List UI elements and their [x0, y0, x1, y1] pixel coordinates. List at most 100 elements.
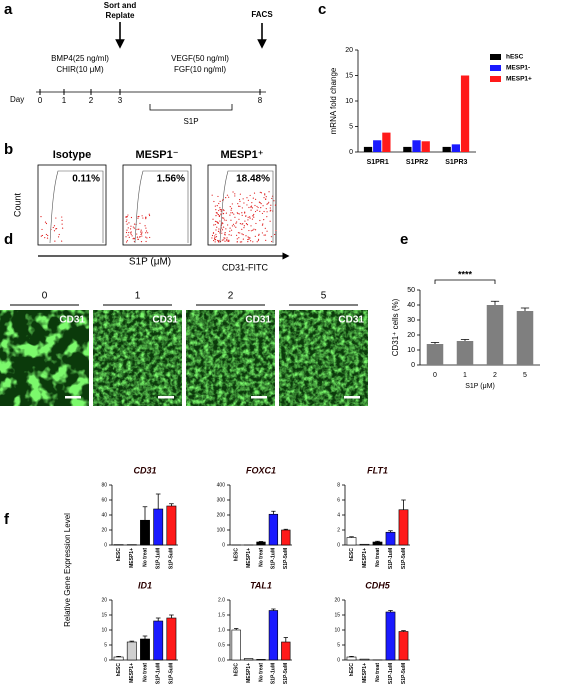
flow-event [236, 241, 238, 243]
flow-event [224, 237, 226, 239]
stain-label: CD31 [59, 315, 85, 326]
micrograph [0, 310, 89, 406]
flow-plot [207, 164, 277, 246]
flow-event [247, 219, 249, 221]
bar [426, 344, 444, 365]
flow-event [269, 207, 271, 209]
bar [516, 311, 534, 365]
panel-label: d [4, 231, 13, 248]
flow-event [218, 202, 220, 205]
flow-event [265, 208, 267, 210]
flow-event [243, 202, 245, 204]
day-label: 0 [38, 96, 43, 105]
flow-event [250, 230, 252, 232]
flow-event [44, 237, 46, 239]
flow-event [262, 223, 264, 225]
legend-swatch [490, 76, 501, 82]
stage-text: VEGF(50 ng/ml) [171, 54, 229, 63]
x-tick-label: S1P-5uM [401, 663, 407, 684]
panel-label: a [4, 1, 13, 18]
micro-title: S1P (μM) [129, 257, 171, 268]
flow-event [275, 229, 277, 232]
flow-event [221, 229, 224, 231]
flow-event [225, 197, 227, 199]
flow-event [265, 196, 267, 198]
y-axis-label: CD31⁺ cells (%) [391, 298, 400, 356]
y-tick-label: 0 [337, 657, 340, 663]
y-tick-label: 0 [104, 657, 107, 663]
flow-event [229, 230, 231, 232]
flow-event [136, 236, 139, 238]
x-tick-label: S1PR1 [367, 159, 389, 166]
x-tick-label: hESC [116, 548, 122, 562]
y-tick-label: 0 [349, 149, 353, 156]
flow-event [230, 207, 233, 209]
chart-title: ID1 [138, 580, 152, 590]
bar [281, 641, 291, 661]
x-tick-label: S1P-5uM [283, 663, 289, 684]
flow-event [223, 209, 225, 212]
flow-event [231, 225, 234, 227]
flow-event [220, 213, 222, 215]
flow-event [228, 239, 230, 241]
flow-event [253, 192, 256, 194]
flow-event [262, 205, 264, 207]
flow-event [247, 199, 249, 201]
flow-plot [122, 164, 192, 246]
x-tick-label: S1P-5uM [283, 548, 289, 569]
flow-event [142, 217, 144, 219]
flow-event [217, 230, 220, 233]
flow-event [239, 200, 241, 202]
day-label: 8 [258, 96, 263, 105]
flow-event [259, 202, 261, 204]
scale-bar [65, 396, 81, 399]
flow-event [248, 229, 250, 232]
y-tick-label: 20 [334, 597, 340, 603]
flow-event [241, 241, 243, 243]
flow-event [211, 237, 213, 239]
x-axis-label: S1P (μM) [465, 383, 495, 390]
y-tick-label: 10 [334, 627, 340, 633]
flow-event [219, 200, 221, 202]
flow-event [244, 211, 246, 213]
flow-event [215, 212, 217, 214]
flow-event [225, 219, 227, 221]
x-tick-label: S1P-1uM [271, 548, 277, 569]
flow-percent: 0.11% [72, 174, 100, 185]
bar [421, 141, 430, 152]
bar [451, 144, 461, 152]
x-tick-label: S1P-1uM [388, 548, 394, 569]
flow-event [58, 233, 60, 236]
legend-label: MESP1+ [506, 76, 532, 83]
error-bar [283, 528, 288, 530]
flow-event [247, 236, 249, 238]
x-tick-label: S1P-5uM [401, 548, 407, 569]
bar [382, 132, 391, 152]
flow-event [219, 208, 221, 211]
event-text: Replate [106, 11, 135, 20]
bar [346, 537, 357, 546]
y-tick-label: 20 [101, 527, 107, 533]
flow-event [266, 230, 268, 232]
bar [486, 305, 504, 365]
flow-title: MESP1⁺ [220, 149, 263, 161]
error-bar [375, 540, 380, 542]
flow-event [225, 228, 227, 230]
flow-event [230, 209, 232, 211]
flow-event [242, 234, 244, 236]
flow-event [132, 226, 134, 228]
flow-event [273, 200, 275, 202]
flow-event [229, 214, 231, 216]
flow-event [260, 192, 262, 194]
y-tick-label: 20 [101, 597, 107, 603]
flow-event [61, 216, 63, 218]
flow-event [269, 220, 271, 222]
bar [166, 505, 177, 546]
flow-event [249, 216, 251, 218]
flow-event [258, 233, 260, 235]
flow-event [253, 213, 255, 216]
x-tick-label: S1P-1uM [388, 663, 394, 684]
flow-event [263, 197, 265, 199]
significance-bracket [434, 279, 496, 284]
chart-title: TAL1 [250, 580, 272, 590]
